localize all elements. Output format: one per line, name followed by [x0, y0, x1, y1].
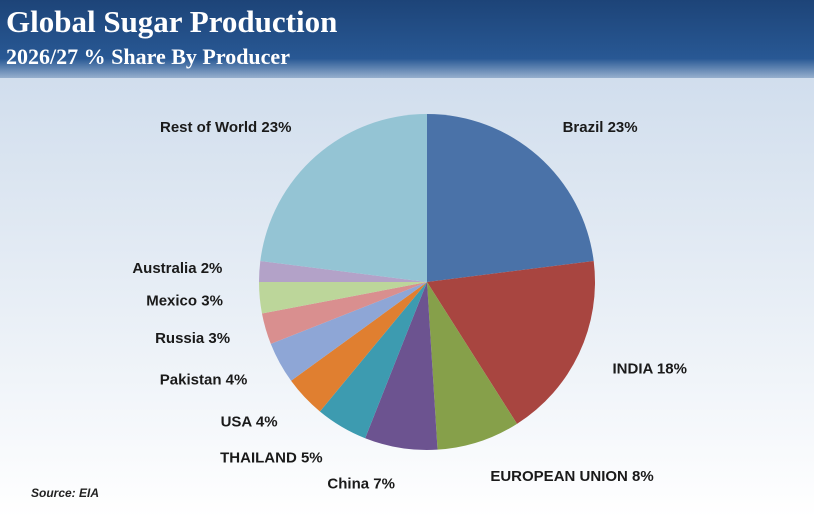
slice-label: Russia 3% [155, 330, 230, 347]
slice-label: Australia 2% [132, 260, 222, 277]
chart-subtitle: 2026/27 % Share By Producer [6, 44, 290, 69]
pie-slice [261, 282, 427, 344]
source-note: Source: EIA [31, 486, 100, 500]
pie-slice [427, 282, 518, 450]
pie-slice [427, 114, 594, 282]
pie-slice [365, 282, 438, 450]
pie-slice [427, 260, 595, 424]
slice-label: Pakistan 4% [160, 372, 248, 389]
slice-label: China 7% [327, 475, 395, 492]
slice-label: EUROPEAN UNION 8% [490, 468, 653, 485]
slice-label: USA 4% [221, 413, 278, 430]
pie-slice [259, 282, 427, 314]
chart-title: Global Sugar Production [6, 4, 338, 39]
slice-label: Rest of World 23% [160, 119, 291, 136]
pie-slice [319, 282, 427, 439]
pie-slice [291, 282, 427, 412]
slice-label: Mexico 3% [146, 292, 223, 309]
pie-slice [270, 282, 427, 381]
pie-slice [260, 114, 427, 282]
pie-slice [259, 260, 427, 282]
slice-label: Brazil 23% [563, 119, 638, 136]
header-band [0, 0, 814, 78]
slice-label: THAILAND 5% [220, 449, 323, 466]
slice-label: INDIA 18% [612, 360, 686, 377]
